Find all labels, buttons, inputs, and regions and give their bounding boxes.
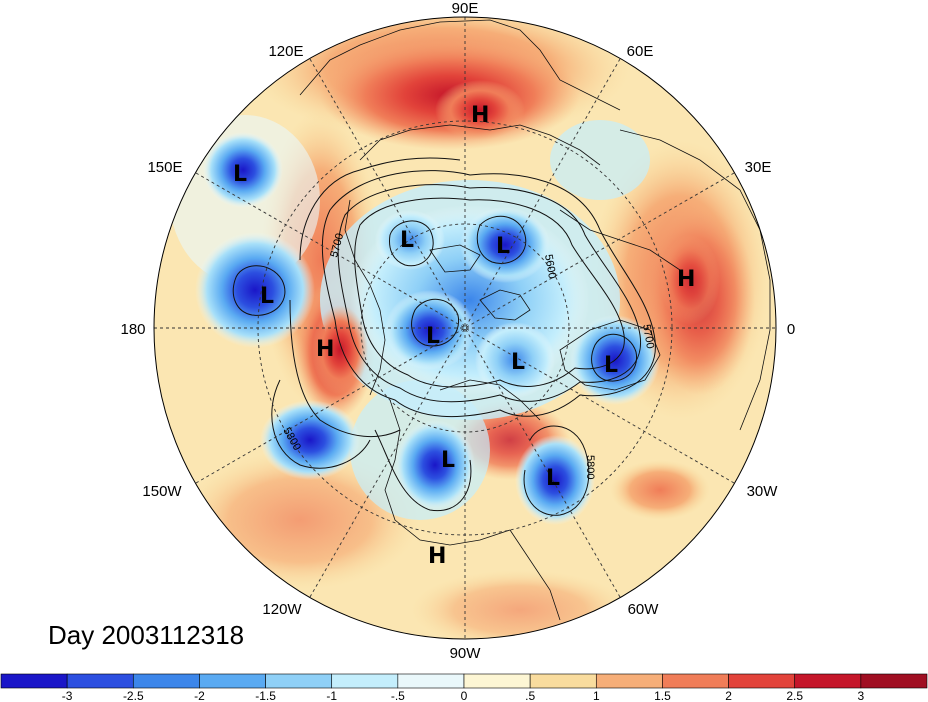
low-center: L [496, 234, 510, 259]
colorbar-tick-label: 1 [593, 689, 600, 702]
height-contours [232, 157, 656, 516]
low-center: L [260, 284, 274, 309]
colorbar-swatch [397, 673, 465, 689]
colorbar-swatch [265, 673, 333, 689]
low-center: L [546, 466, 560, 491]
coastlines [299, 19, 771, 621]
colorbar-swatch [728, 673, 796, 689]
longitude-labels: 90E 120E 60E 150E 30E 180 0 150W 30W 120… [120, 0, 795, 662]
colorbar-tick-label: -1 [326, 689, 337, 702]
lon-label-0: 0 [787, 321, 795, 338]
low-center: L [426, 324, 440, 349]
colorbar-swatch [331, 673, 399, 689]
colorbar-tick-label: 2.5 [786, 689, 803, 702]
lon-label-60w: 60W [628, 601, 660, 618]
low-center: L [604, 353, 618, 378]
low-center: L [400, 228, 414, 253]
date-title: Day 2003112318 [48, 620, 244, 650]
contour-label: 5800 [584, 455, 596, 479]
lon-label-60e: 60E [627, 43, 654, 60]
colorbar-tick-label: -3 [62, 689, 73, 702]
graticule [154, 17, 776, 639]
colorbar-tick-label: 2 [725, 689, 732, 702]
high-center: H [428, 544, 446, 569]
colorbar-tick-label: 0 [461, 689, 468, 702]
lon-label-180: 180 [120, 321, 145, 338]
colorbar-tick-label: .5 [525, 689, 535, 702]
colorbar-swatch [662, 673, 729, 689]
colorbar: -3 -2.5 -2 -1.5 -1 -.5 0 .5 1 1.5 2 2.5 3 [0, 673, 928, 702]
lon-label-90e: 90E [452, 0, 479, 17]
colorbar-tick-label: 1.5 [654, 689, 671, 702]
low-center: L [441, 448, 455, 473]
pressure-centers: H L L L L H L L L H L L H [233, 103, 695, 569]
lon-label-120e: 120E [268, 43, 303, 60]
low-center: L [233, 162, 247, 187]
lon-label-150e: 150E [147, 159, 182, 176]
colorbar-swatch [529, 673, 597, 689]
colorbar-swatch [463, 673, 531, 689]
high-center: H [471, 103, 489, 128]
map-boundary [153, 16, 777, 640]
low-center: L [511, 350, 525, 375]
high-center: H [316, 337, 334, 362]
colorbar-tick-label: -2.5 [123, 689, 144, 702]
contour-label: 5700 [640, 323, 656, 349]
colorbar-tick-label: -.5 [391, 689, 405, 702]
lon-label-150w: 150W [142, 483, 182, 500]
colorbar-swatch [132, 673, 200, 689]
contour-label: 5600 [542, 253, 558, 279]
colorbar-tick-label: -2 [194, 689, 205, 702]
colorbar-swatch [860, 673, 928, 689]
lon-label-30w: 30W [747, 483, 779, 500]
colorbar-swatch [66, 673, 134, 689]
colorbar-swatch [595, 673, 663, 689]
colorbar-tick-label: -1.5 [255, 689, 276, 702]
colorbar-swatch [794, 673, 862, 689]
lon-label-30e: 30E [745, 159, 772, 176]
colorbar-tick-label: 3 [858, 689, 865, 702]
colorbar-swatch [0, 673, 68, 689]
colorbar-swatch [199, 673, 266, 689]
lon-label-90w: 90W [450, 645, 482, 662]
lon-label-120w: 120W [262, 601, 302, 618]
high-center: H [677, 267, 695, 292]
